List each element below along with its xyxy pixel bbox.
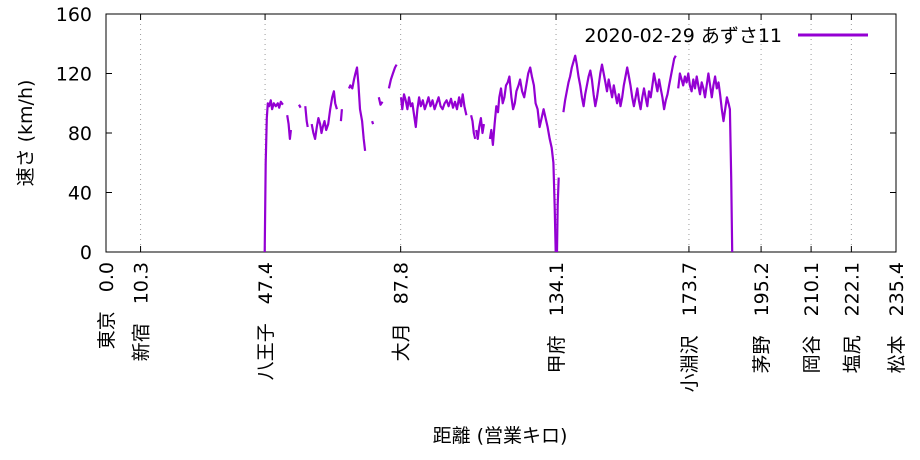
- series-segment: [339, 109, 343, 122]
- y-tick-label: 80: [68, 123, 92, 145]
- station-label: 岡谷 210.1: [801, 262, 823, 373]
- y-tick-label: 160: [56, 4, 92, 26]
- series-segment: [371, 120, 375, 125]
- series-segment: [475, 116, 485, 140]
- station-label: 大月 87.8: [391, 262, 413, 361]
- station-label: 塩尻 222.1: [841, 262, 863, 373]
- series-segment: [555, 177, 560, 253]
- station-label: 松本 235.4: [886, 262, 908, 373]
- series-segment: [562, 54, 677, 113]
- series-segment: [263, 99, 284, 253]
- series-segment: [298, 104, 302, 109]
- series-segment: [399, 93, 468, 129]
- station-label: 新宿 10.3: [131, 262, 153, 361]
- y-tick-label: 120: [56, 64, 92, 86]
- series-segment: [286, 115, 292, 140]
- axes: 東京 0.0 新宿 10.3 八王子 47.4 大月 87.8 甲府 134.1 小淵沢 …: [56, 4, 908, 392]
- legend: 2020-02-29 あずさ11: [584, 25, 868, 47]
- series-segment: [347, 66, 367, 152]
- series-segment: [310, 90, 338, 140]
- series-segment: [304, 106, 309, 128]
- y-tick-label: 0: [80, 242, 92, 264]
- legend-label: 2020-02-29 あずさ11: [584, 25, 782, 47]
- station-label: 茅野 195.2: [751, 262, 773, 373]
- station-label: 東京 0.0: [96, 262, 118, 349]
- series-segment: [377, 97, 384, 106]
- y-tick-label: 40: [68, 183, 92, 205]
- grid-lines: [140, 14, 852, 252]
- y-axis-label: 速さ (km/h): [15, 80, 37, 187]
- station-label: 八王子 47.4: [255, 262, 277, 380]
- series-segment: [488, 66, 557, 253]
- station-label: 小淵沢 173.7: [679, 262, 701, 392]
- series-segment: [470, 114, 477, 140]
- series-segment: [677, 72, 734, 253]
- station-label: 甲府 134.1: [546, 262, 568, 373]
- series-segment: [387, 64, 398, 89]
- series-lines: [263, 54, 734, 253]
- plot-frame: [105, 13, 897, 253]
- x-axis-label: 距離 (営業キロ): [433, 425, 568, 447]
